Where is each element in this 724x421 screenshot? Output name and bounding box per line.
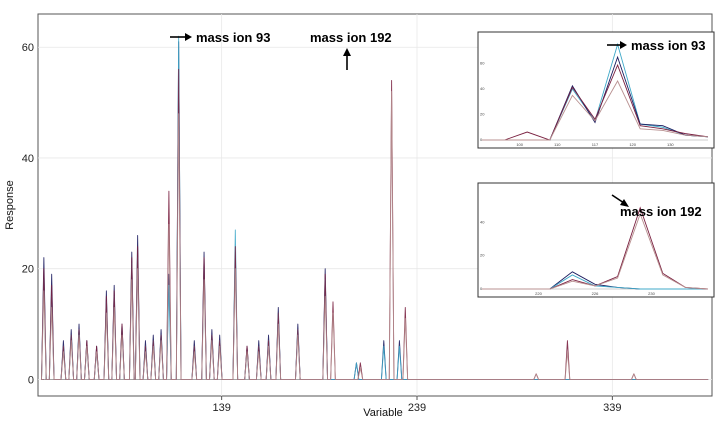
x-axis-title: Variable	[363, 407, 403, 419]
svg-text:mass ion 192: mass ion 192	[310, 30, 392, 45]
inset-y-tick-label: 60	[480, 61, 485, 66]
inset-series-line-4	[482, 212, 709, 290]
y-axis: 0 20 40 60	[22, 42, 34, 386]
inset-x-tick-label: 226	[592, 291, 599, 296]
y-tick-label: 40	[22, 153, 34, 165]
inset-x-tick-label: 117	[592, 142, 599, 147]
x-tick-label: 239	[408, 402, 426, 414]
inset-y-tick-label: 40	[480, 86, 485, 91]
y-axis-title: Response	[4, 180, 16, 230]
svg-text:mass ion 93: mass ion 93	[631, 38, 705, 53]
inset-x-tick-label: 130	[667, 142, 674, 147]
inset-y-tick-label: 20	[480, 253, 485, 258]
y-tick-label: 0	[28, 374, 34, 386]
inset-mass-ion-192: 0 20 40 220 226 230 mass ion 192	[477, 182, 715, 298]
inset-x-tick-label: 110	[554, 142, 561, 147]
inset-mass-ion-93: 0 20 40 60 100 110 117 120 130 mass ion 93	[477, 31, 715, 149]
x-axis: 139 239 339	[212, 396, 622, 414]
annotation-mass-ion-93: mass ion 93	[170, 30, 270, 45]
inset-y-tick-label: 40	[480, 219, 485, 224]
y-tick-label: 60	[22, 42, 34, 54]
x-tick-label: 339	[603, 402, 621, 414]
inset-y-tick-label: 0	[480, 286, 483, 291]
inset-y-tick-label: 20	[480, 112, 485, 117]
inset-x-tick-label: 220	[535, 291, 542, 296]
x-tick-label: 139	[212, 402, 230, 414]
svg-text:mass ion 192: mass ion 192	[620, 204, 702, 219]
inset-x-tick-label: 100	[516, 142, 523, 147]
series-line-4	[41, 91, 709, 380]
annotation-mass-ion-192: mass ion 192	[310, 30, 392, 70]
inset-x-tick-label: 230	[648, 291, 655, 296]
inset-series-line-3	[482, 63, 709, 141]
svg-text:mass ion 93: mass ion 93	[196, 30, 270, 45]
inset-y-tick-label: 0	[480, 137, 483, 142]
series-lines	[41, 35, 709, 380]
inset-x-tick-label: 120	[629, 142, 636, 147]
inset-series-line-4	[482, 80, 709, 141]
y-tick-label: 20	[22, 264, 34, 276]
